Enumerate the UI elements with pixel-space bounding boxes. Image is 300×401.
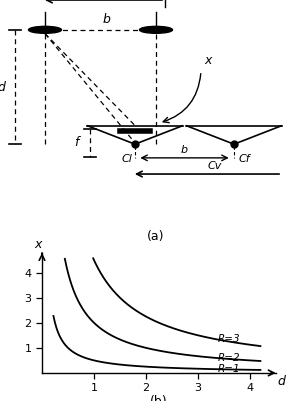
- Ellipse shape: [28, 26, 61, 33]
- Text: R=1: R=1: [218, 364, 240, 374]
- Text: (a): (a): [147, 230, 165, 243]
- Ellipse shape: [140, 26, 172, 33]
- Text: b: b: [181, 145, 188, 155]
- Text: (b): (b): [150, 395, 168, 401]
- Text: f: f: [74, 136, 79, 150]
- Text: b: b: [103, 13, 110, 26]
- Text: Cv: Cv: [207, 161, 222, 171]
- Text: d: d: [277, 375, 285, 388]
- Text: Cl: Cl: [121, 154, 132, 164]
- Text: R=2: R=2: [218, 353, 240, 363]
- Text: R=3: R=3: [218, 334, 240, 344]
- Text: d: d: [0, 81, 5, 93]
- Text: x: x: [34, 238, 41, 251]
- Text: Cf: Cf: [238, 154, 250, 164]
- Text: x: x: [204, 54, 212, 67]
